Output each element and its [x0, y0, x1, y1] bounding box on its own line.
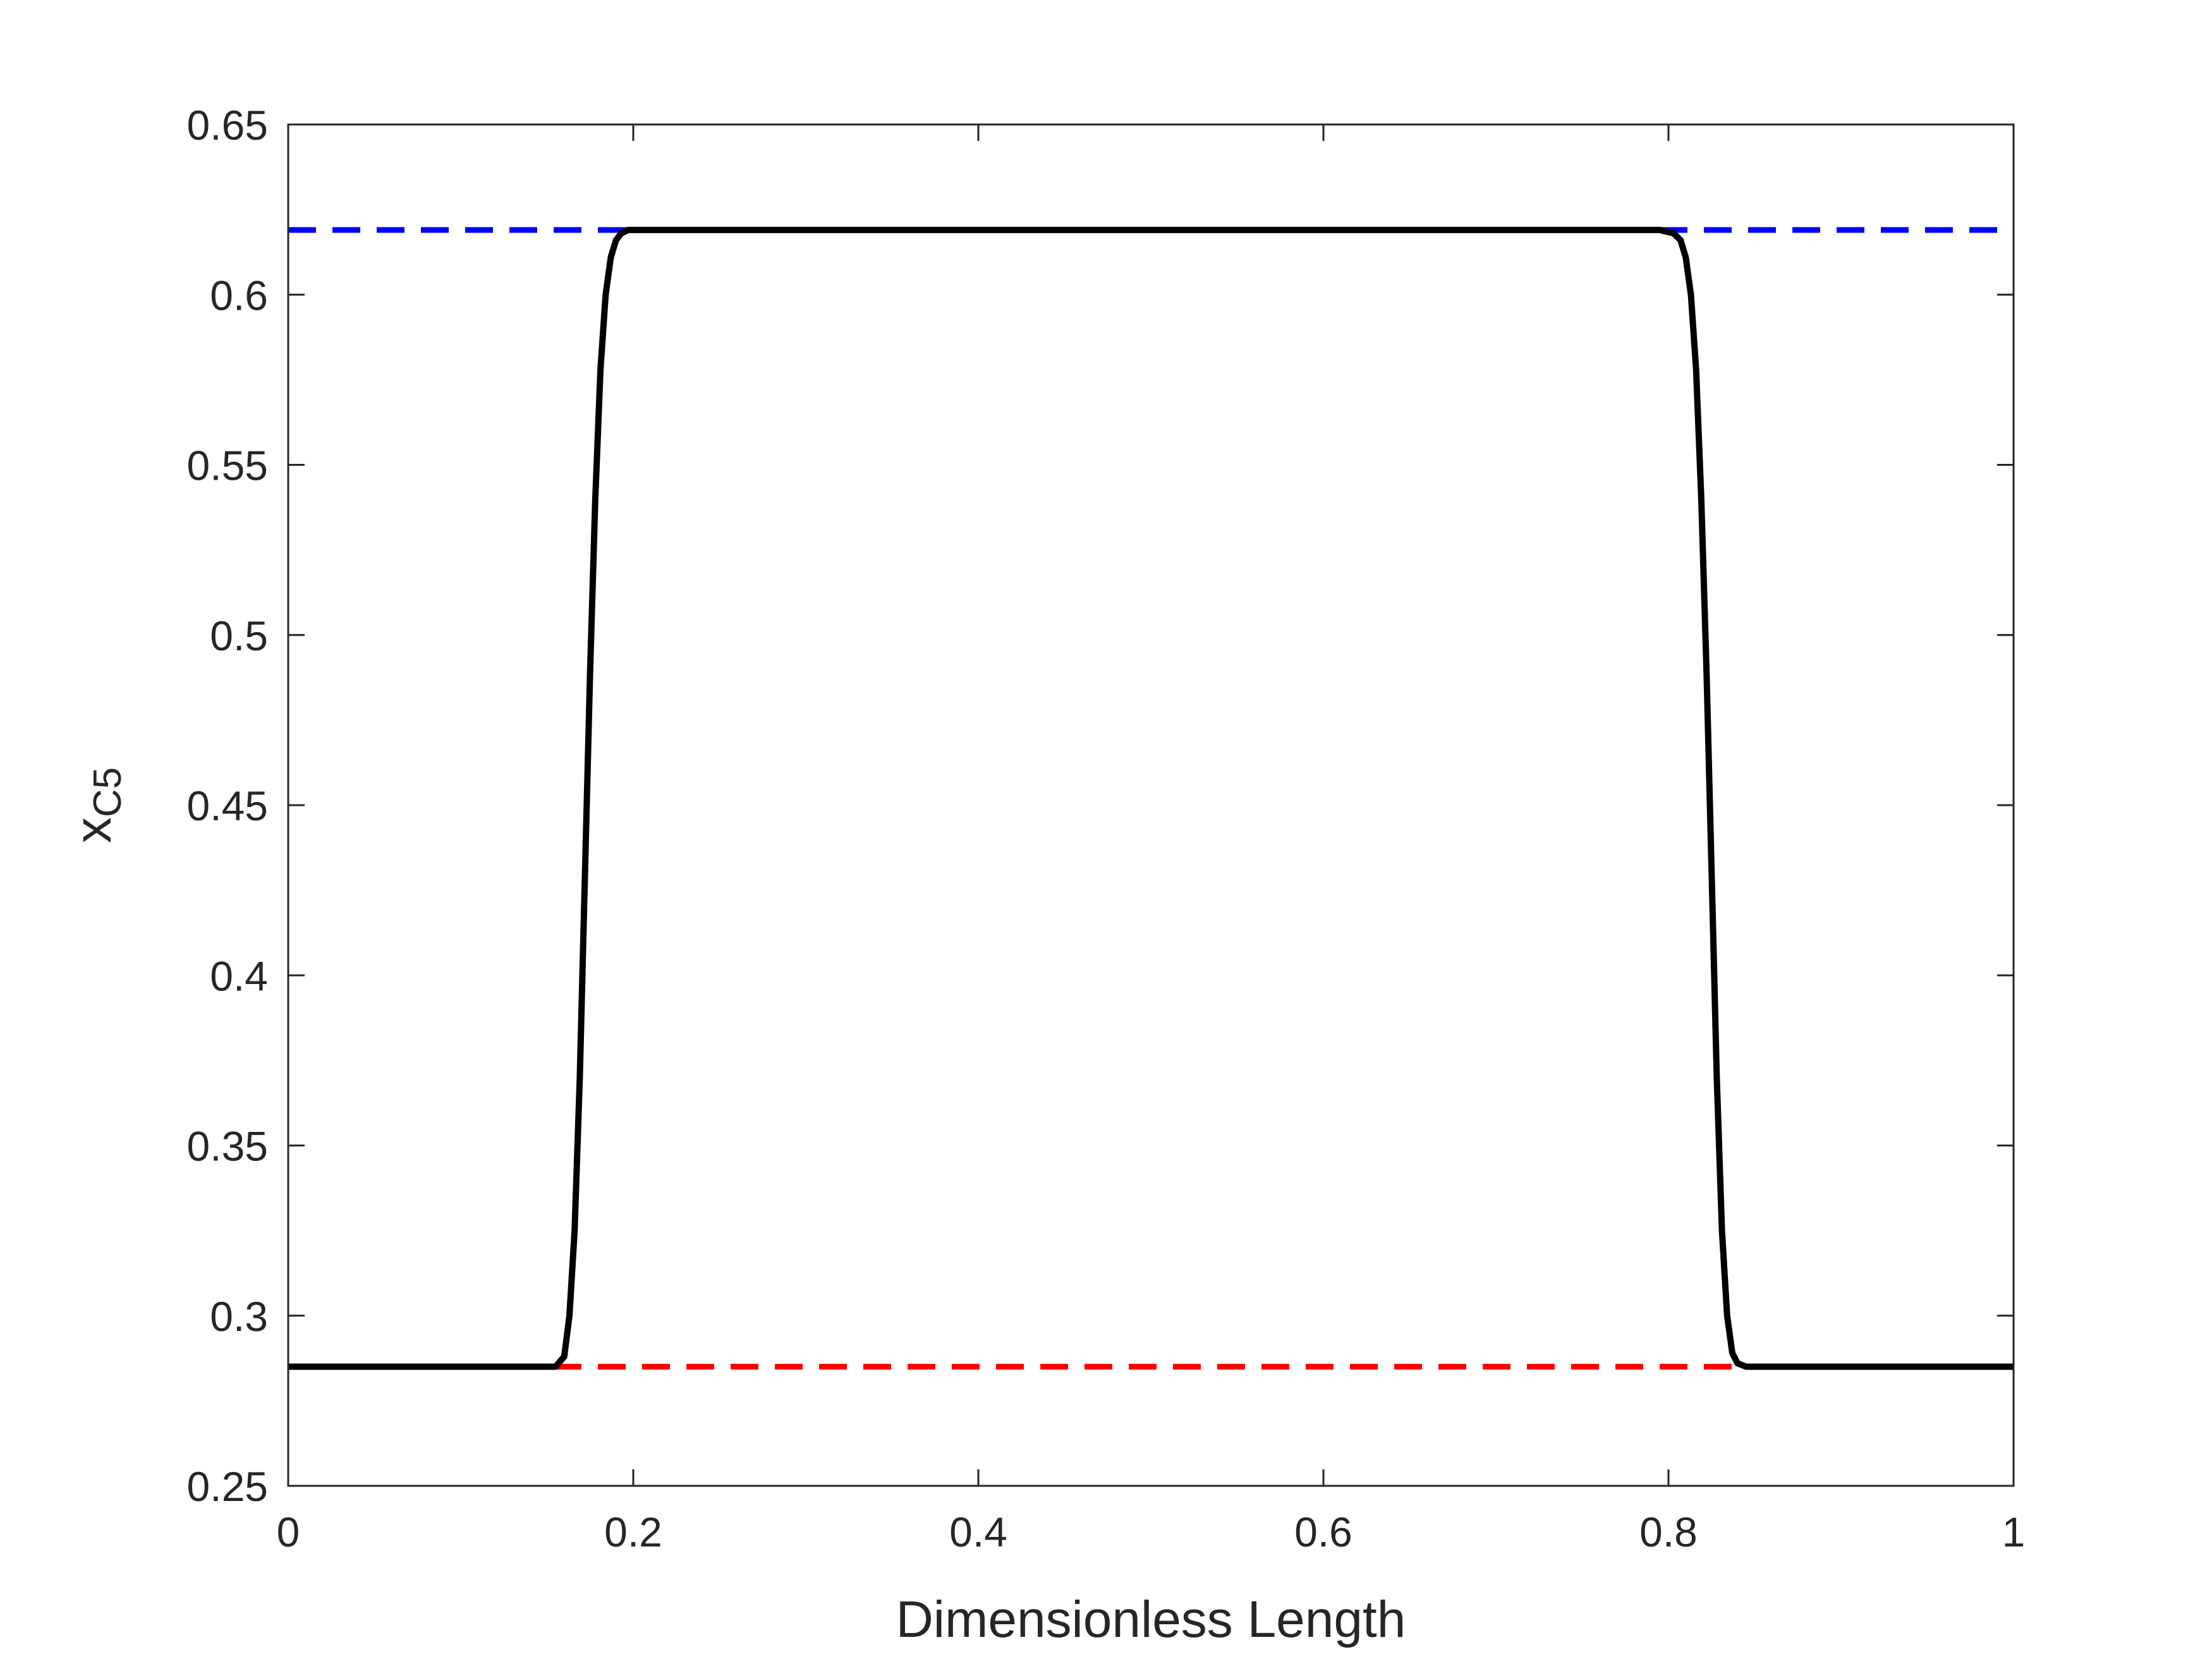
y-axis-label-main: x — [64, 817, 122, 843]
series-layer — [288, 226, 2014, 1370]
y-tick-label: 0.3 — [210, 1293, 268, 1340]
series-black-solid-line — [288, 226, 2014, 1370]
y-tick-label: 0.55 — [187, 442, 268, 489]
x-axis-label: Dimensionless Length — [896, 1591, 1406, 1648]
y-tick-label: 0.25 — [187, 1463, 268, 1510]
x-tick-label: 0.6 — [1294, 1509, 1352, 1555]
ticks-layer: 0 0.2 0.4 0.6 0.8 1 0.25 0.3 0.35 0.4 0.45 0.5 0.55 0… — [187, 102, 2026, 1555]
x-tick-label: 0.8 — [1639, 1509, 1698, 1555]
x-tick-label: 1 — [2002, 1509, 2026, 1555]
y-tick-label: 0.6 — [210, 272, 268, 319]
x-tick-label: 0 — [277, 1509, 300, 1555]
y-tick-label: 0.5 — [210, 612, 268, 659]
x-tick-label: 0.4 — [949, 1509, 1007, 1555]
x-tick-label: 0.2 — [604, 1509, 662, 1555]
y-tick-label: 0.35 — [187, 1123, 268, 1170]
y-axis-label: xC5 — [64, 767, 130, 843]
y-axis-label-subscript: C5 — [86, 767, 130, 817]
y-tick-label: 0.45 — [187, 782, 268, 829]
y-tick-label: 0.4 — [210, 952, 268, 999]
y-tick-label: 0.65 — [187, 102, 268, 149]
